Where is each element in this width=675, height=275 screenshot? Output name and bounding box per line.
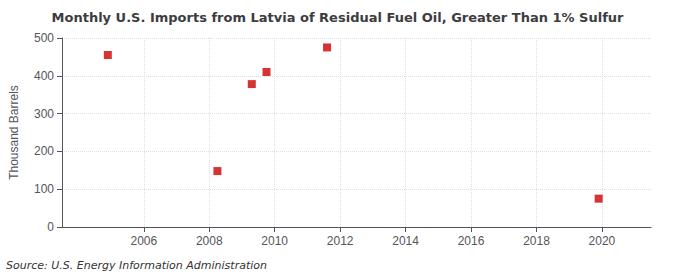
svg-text:2018: 2018 [523, 234, 550, 248]
svg-text:2014: 2014 [392, 234, 419, 248]
svg-text:2010: 2010 [261, 234, 288, 248]
svg-text:2020: 2020 [589, 234, 616, 248]
svg-text:2008: 2008 [196, 234, 223, 248]
svg-text:500: 500 [34, 31, 54, 45]
svg-text:2006: 2006 [130, 234, 157, 248]
svg-text:2012: 2012 [327, 234, 354, 248]
svg-text:400: 400 [34, 69, 54, 83]
svg-text:300: 300 [34, 107, 54, 121]
svg-text:Monthly U.S. Imports from Latv: Monthly U.S. Imports from Latvia of Resi… [52, 10, 625, 25]
svg-text:0: 0 [47, 220, 54, 234]
svg-text:200: 200 [34, 144, 54, 158]
svg-text:2016: 2016 [458, 234, 485, 248]
svg-text:Source: U.S. Energy Informatio: Source: U.S. Energy Information Administ… [6, 259, 267, 272]
svg-text:100: 100 [34, 182, 54, 196]
svg-text:Thousand Barrels: Thousand Barrels [7, 85, 21, 180]
